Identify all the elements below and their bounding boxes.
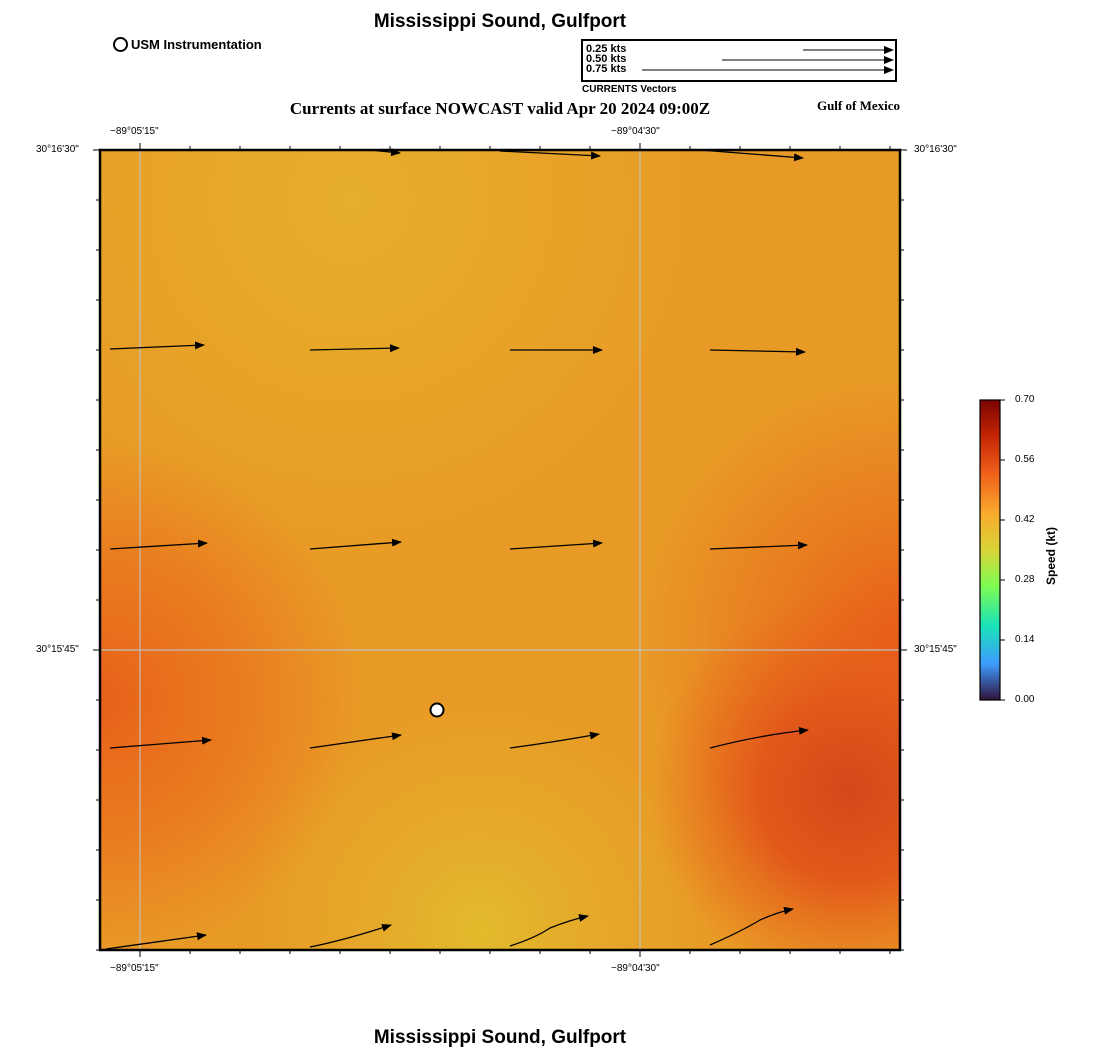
map-subtitle: Currents at surface NOWCAST valid Apr 20… [289, 99, 711, 118]
vector-scale-arrows [642, 46, 894, 74]
lat-label-right-2: 30°15'45" [914, 644, 957, 655]
frame-ticks [93, 143, 907, 957]
current-vector [509, 731, 600, 749]
speed-field [100, 150, 900, 950]
current-vector [309, 923, 392, 948]
graticule [100, 150, 900, 950]
lon-label-top-1: −89°05'15" [110, 126, 159, 137]
current-vector [699, 149, 804, 162]
colorbar-ramp [979, 399, 1001, 701]
colorbar-tick-label: 0.00 [1015, 694, 1035, 705]
vector-scale-label-2: 0.50 kts [586, 53, 627, 65]
current-vector [509, 539, 603, 550]
vector-scale-label-1: 0.25 kts [586, 43, 627, 55]
vector-legend-caption: CURRENTS Vectors [582, 84, 677, 95]
current-vector [109, 736, 212, 749]
colorbar [979, 399, 1005, 701]
current-vector [309, 344, 400, 353]
current-vector [709, 726, 809, 749]
current-vector [309, 732, 402, 749]
station-legend-label: USM Instrumentation [131, 37, 262, 52]
colorbar-title: Speed (kt) [1044, 526, 1058, 585]
current-vector [109, 539, 208, 550]
lat-label-right-1: 30°16'30" [914, 144, 957, 155]
colorbar-tick-label: 0.14 [1015, 634, 1035, 645]
region-label: Gulf of Mexico [816, 98, 900, 113]
current-vector [709, 541, 808, 550]
current-vectors [105, 148, 809, 950]
usm-station-marker[interactable] [429, 702, 445, 718]
current-vector [509, 914, 589, 947]
current-vector [109, 341, 205, 350]
current-vector [309, 538, 402, 550]
vector-scale-label-3: 0.75 kts [586, 63, 627, 75]
current-vector [499, 150, 601, 160]
station-legend: USM Instrumentation [113, 37, 262, 52]
lon-label-top-2: −89°04'30" [611, 126, 660, 137]
current-vector [709, 906, 794, 946]
current-vector [105, 932, 207, 950]
map-title-top: Mississippi Sound, Gulfport [373, 11, 627, 32]
station-marker-icon [113, 37, 128, 52]
colorbar-tick-label: 0.28 [1015, 574, 1035, 585]
colorbar-tick-label: 0.56 [1015, 454, 1035, 465]
colorbar-tick-label: 0.42 [1015, 514, 1035, 525]
lon-label-bottom-2: −89°04'30" [611, 963, 660, 974]
current-vector [709, 347, 806, 356]
lat-label-left-1: 30°16'30" [36, 144, 79, 155]
lon-label-bottom-1: −89°05'15" [110, 963, 159, 974]
colorbar-tick-label: 0.70 [1015, 394, 1035, 405]
lat-label-left-2: 30°15'45" [36, 644, 79, 655]
map-title-bottom: Mississippi Sound, Gulfport [373, 1027, 627, 1048]
